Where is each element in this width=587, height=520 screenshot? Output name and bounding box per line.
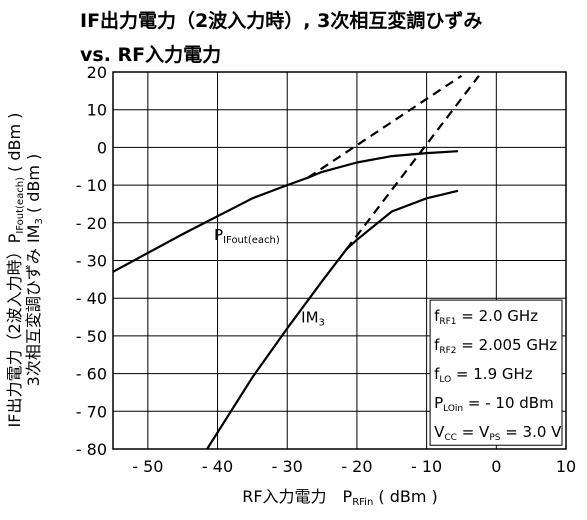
y-tick-label: - 10 xyxy=(76,176,107,195)
y-tick-label: - 80 xyxy=(76,440,107,459)
series-group xyxy=(112,74,480,450)
chart-title-line1: IF出力電力（2波入力時）, 3次相互変調ひずみ xyxy=(80,10,483,32)
series-line xyxy=(112,150,459,273)
condition-line: fRF1 = 2.0 GHz xyxy=(434,307,538,327)
y-tick-label: 10 xyxy=(87,101,107,120)
series-line xyxy=(206,189,459,450)
y-tick-label: 20 xyxy=(87,63,107,82)
x-tick-label: - 20 xyxy=(341,457,372,476)
y-tick-label: - 30 xyxy=(76,252,107,271)
series-annotation: IM3 xyxy=(301,308,325,328)
x-tick-label: - 30 xyxy=(272,457,303,476)
grid-lines xyxy=(112,71,567,450)
y-tick-label: - 70 xyxy=(76,402,107,421)
y-tick-label: - 60 xyxy=(76,365,107,384)
condition-line: fRF2 = 2.005 GHz xyxy=(434,336,557,356)
y-axis-label-1: IF出力電力（2波入力時）PIFout(each) ( dBm ) xyxy=(5,113,26,428)
y-tick-label: - 50 xyxy=(76,327,107,346)
y-tick-label: 0 xyxy=(97,138,107,157)
x-tick-label: - 50 xyxy=(132,457,163,476)
y-tick-label: - 20 xyxy=(76,214,107,233)
y-axis-label-2: 3次相互変調ひずみ IM3 ( dBm ) xyxy=(24,154,45,387)
condition-line: VCC = VPS = 3.0 V xyxy=(434,423,562,443)
conditions-box: fRF1 = 2.0 GHz fRF2 = 2.005 GHz fLO = 1.9 … xyxy=(429,299,563,446)
series-annotation: PIFout(each) xyxy=(214,226,280,246)
condition-line: PLOin = - 10 dBm xyxy=(434,394,554,414)
annotations: PIFout(each) IM3 xyxy=(214,226,325,328)
axis-labels: RF入力電力 PRFin ( dBm ) IF出力電力（2波入力時）PIFout(… xyxy=(5,113,438,508)
x-tick-label: 10 xyxy=(556,457,576,476)
series-line xyxy=(345,75,480,250)
x-tick-label: - 40 xyxy=(202,457,233,476)
chart-title-line2: vs. RF入力電力 xyxy=(80,44,222,66)
plot-frame xyxy=(112,71,567,450)
x-tick-label: 0 xyxy=(491,457,501,476)
condition-line: fLO = 1.9 GHz xyxy=(434,365,533,385)
conditions-frame xyxy=(429,299,563,446)
y-tick-label: - 40 xyxy=(76,289,107,308)
x-tick-label: - 10 xyxy=(411,457,442,476)
tick-labels: - 50 - 40 - 30 - 20 - 10 0 10 20 10 0 - 10 - 20 - 30… xyxy=(76,63,576,476)
x-axis-label: RF入力電力 PRFin ( dBm ) xyxy=(242,487,438,508)
series-line xyxy=(307,74,463,179)
